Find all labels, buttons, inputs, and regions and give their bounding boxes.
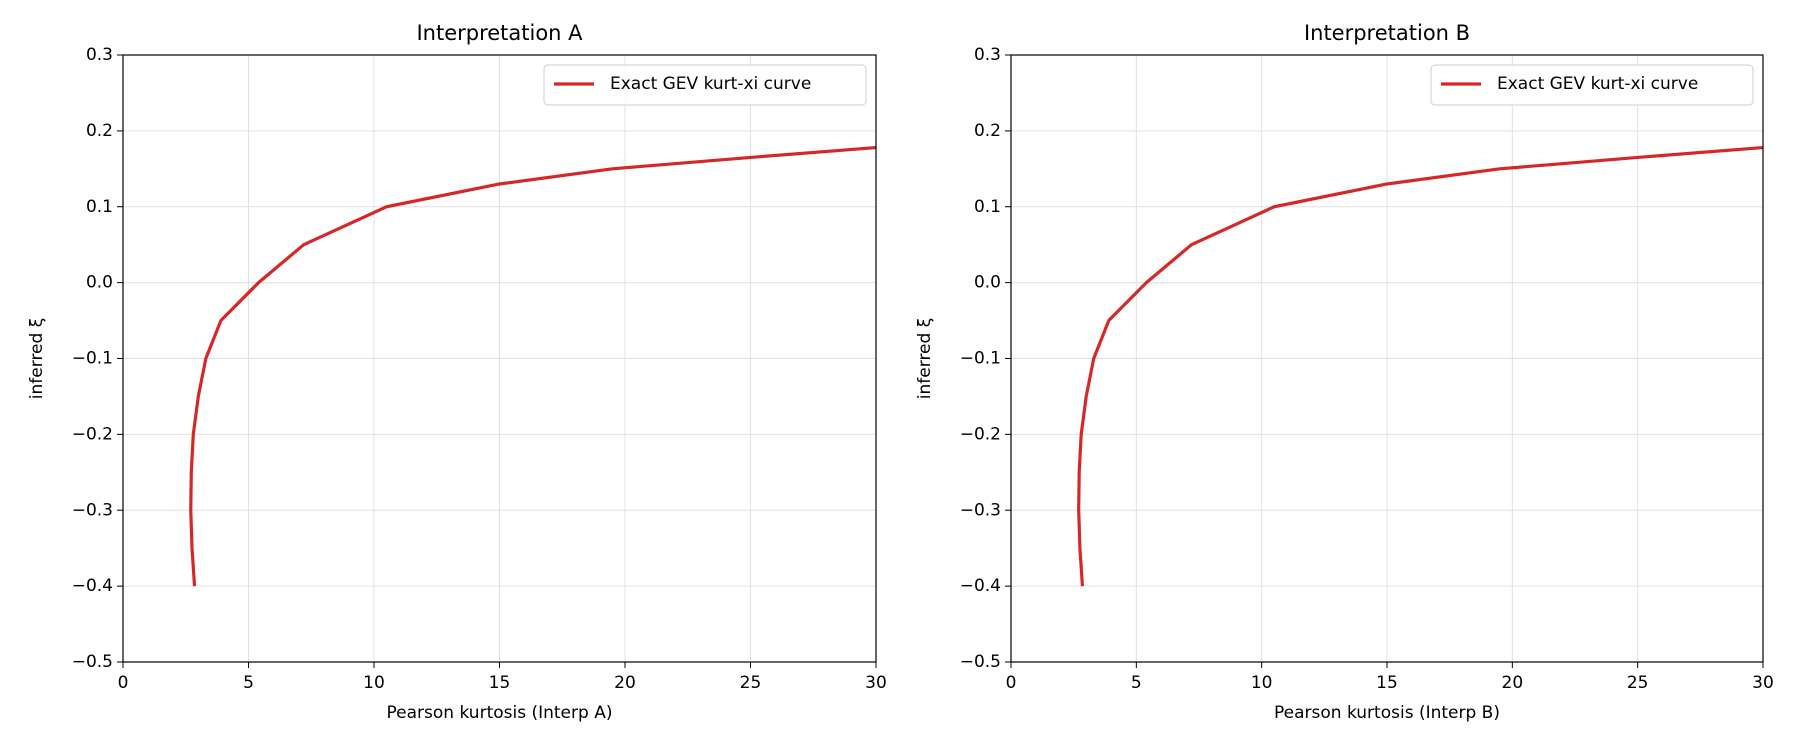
x-tick-label: 10: [1251, 673, 1273, 693]
y-tick-label: 0.3: [974, 45, 1001, 65]
plot-frame: [122, 54, 877, 663]
x-axis-label: Pearson kurtosis (Interp B): [1274, 703, 1500, 723]
x-tick-label: 15: [489, 673, 511, 693]
chart-title: Interpretation A: [416, 21, 583, 45]
x-tick-label: 30: [865, 673, 887, 693]
y-tick-label: 0.0: [974, 273, 1001, 293]
y-tick-label: −0.2: [960, 424, 1001, 444]
plot-frame: [1010, 54, 1764, 663]
x-tick-label: 20: [1502, 673, 1524, 693]
y-tick-label: −0.3: [960, 500, 1001, 520]
x-tick-label: 20: [614, 673, 636, 693]
x-tick-label: 0: [1006, 673, 1017, 693]
y-tick-label: −0.5: [960, 652, 1001, 672]
y-tick-label: 0.0: [86, 273, 113, 293]
y-tick-label: −0.4: [72, 576, 113, 596]
y-tick-label: 0.2: [86, 121, 113, 141]
legend-label: Exact GEV kurt-xi curve: [1497, 74, 1698, 94]
legend-label: Exact GEV kurt-xi curve: [610, 74, 811, 94]
x-tick-label: 25: [1627, 673, 1649, 693]
data-line: [189, 145, 876, 587]
x-tick-label: 5: [1131, 673, 1142, 693]
y-axis-label: inferred ξ: [915, 318, 935, 399]
x-tick-label: 5: [243, 673, 254, 693]
y-axis-label: inferred ξ: [27, 318, 47, 399]
x-tick-label: 15: [1376, 673, 1398, 693]
x-axis-label: Pearson kurtosis (Interp A): [387, 703, 613, 723]
y-tick-label: 0.1: [86, 197, 113, 217]
data-line: [1077, 145, 1763, 587]
x-tick-label: 25: [740, 673, 762, 693]
y-tick-label: 0.1: [974, 197, 1001, 217]
y-tick-label: −0.2: [72, 424, 113, 444]
y-tick-label: −0.4: [960, 576, 1001, 596]
chart-title: Interpretation B: [1304, 21, 1470, 45]
y-tick-label: −0.1: [960, 349, 1001, 369]
y-tick-label: −0.5: [72, 652, 113, 672]
y-tick-label: −0.1: [72, 349, 113, 369]
legend-box: [543, 64, 867, 106]
x-tick-label: 0: [118, 673, 129, 693]
legend-box: [1430, 64, 1754, 106]
x-tick-label: 10: [363, 673, 385, 693]
y-tick-label: −0.3: [72, 500, 113, 520]
x-tick-label: 30: [1752, 673, 1774, 693]
y-tick-label: 0.3: [86, 45, 113, 65]
y-tick-label: 0.2: [974, 121, 1001, 141]
